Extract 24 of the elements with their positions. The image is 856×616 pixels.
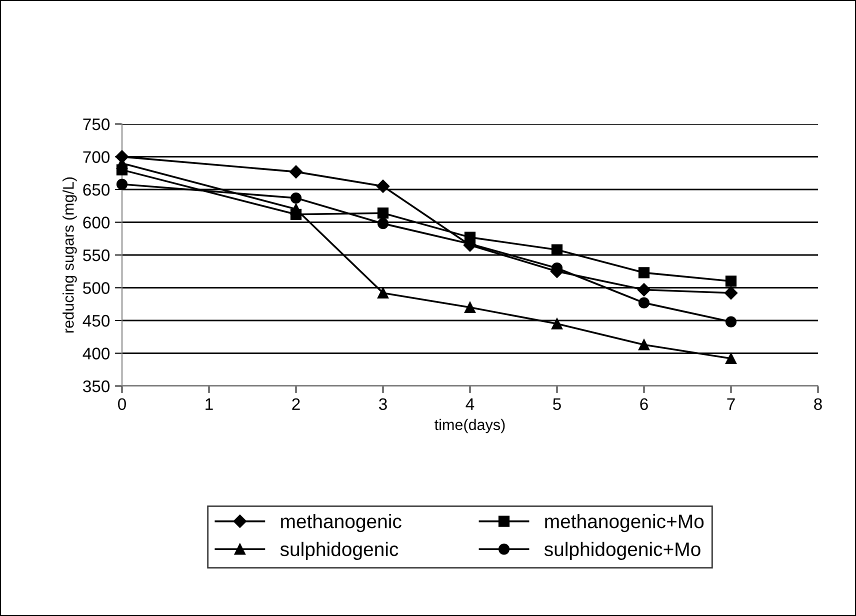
y-tick-label: 400	[82, 348, 110, 360]
y-tick-label: 550	[83, 249, 110, 262]
legend-label: sulphidogenic+Mo	[544, 542, 700, 560]
y-tick-label: 500	[83, 282, 110, 294]
y-tick-label: 450	[82, 314, 110, 327]
legend-label: methanogenic+Mo	[545, 514, 704, 532]
x-tick-label: 2	[292, 398, 300, 410]
x-tick-label: 7	[727, 398, 735, 410]
y-tick-label: 350	[83, 380, 110, 392]
x-tick-label: 0	[118, 398, 126, 410]
x-axis-title: time(days)	[434, 418, 505, 434]
y-tick-label: 600	[83, 216, 110, 228]
x-tick-label: 5	[553, 398, 561, 410]
x-tick-label: 1	[206, 398, 213, 410]
y-axis-title: reducing sugars (mg/L)	[62, 177, 77, 333]
legend-label: sulphidogenic	[280, 542, 398, 560]
y-tick-label: 700	[83, 151, 110, 163]
x-tick-label: 4	[466, 398, 474, 410]
y-tick-label: 750	[83, 118, 110, 130]
x-tick-label: 6	[640, 398, 648, 410]
legend-label: methanogenic	[281, 514, 402, 532]
x-tick-label: 8	[814, 398, 822, 410]
y-tick-label: 650	[83, 184, 110, 196]
x-tick-label: 3	[379, 398, 387, 410]
